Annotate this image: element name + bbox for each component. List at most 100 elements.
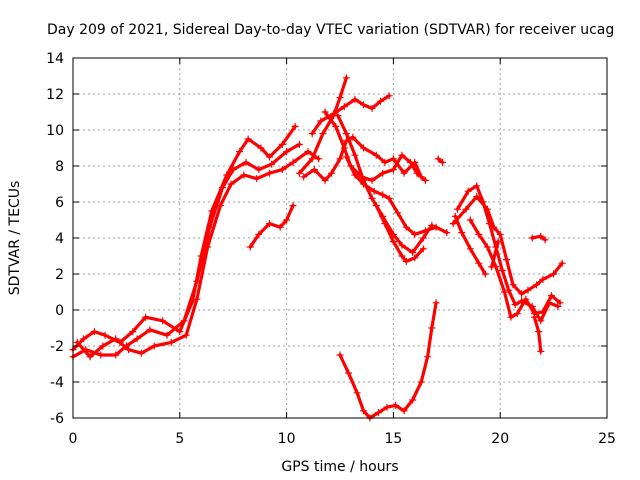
data-point [475,259,483,267]
y-tick-label: 12 [46,87,64,103]
data-point [359,101,368,109]
data-point [340,144,348,152]
data-point [473,193,481,201]
data-point [462,205,470,213]
data-point [308,130,316,138]
data-point [500,288,509,296]
data-point [522,295,530,303]
series-line [248,204,295,249]
series-track-4 [246,202,297,251]
data-point [402,223,410,231]
data-point [485,220,494,228]
data-point [300,173,308,181]
series-track-15 [453,182,562,325]
data-point [295,140,304,148]
data-point [451,212,459,220]
y-tick-label: 8 [55,159,64,175]
data-point [142,313,150,321]
data-point [159,317,167,325]
data-point [556,299,564,307]
data-point [421,176,430,184]
y-tick-label: -2 [50,339,64,355]
series-line [453,214,487,276]
data-point [524,286,532,294]
data-point [240,171,248,179]
data-point [381,220,389,228]
data-point [453,205,462,213]
data-point [321,176,329,184]
axis-ticks [72,57,608,419]
data-point [336,155,344,163]
data-point [537,232,545,240]
data-point [535,328,543,336]
data-point [372,202,380,210]
data-point [359,176,368,184]
data-point [206,223,214,231]
data-point [327,169,336,177]
data-point [391,401,400,409]
data-point [434,155,442,163]
series-line [490,240,500,269]
x-axis-label: GPS time / hours [281,459,398,475]
data-point [539,275,547,283]
data-point [310,166,318,174]
y-tick-label: 4 [55,231,64,247]
data-point [488,263,496,271]
data-point [295,169,304,177]
data-point [150,342,158,350]
series-line [451,195,564,296]
data-point [475,230,483,238]
data-point [409,396,417,404]
x-tick-label: 15 [384,431,402,447]
y-tick-labels: -6 -4 -2 0 2 4 6 8 10 12 14 [46,51,64,427]
y-tick-label: 10 [46,123,64,139]
data-point [112,351,120,359]
data-point [458,229,466,237]
data-point [398,151,406,159]
data-point [528,234,536,242]
data-point [419,245,427,253]
data-point [344,369,353,377]
series-track-13 [434,155,447,166]
data-point [291,122,299,130]
series-track-18 [528,232,549,244]
data-point [351,151,359,159]
data-point [86,353,94,361]
data-point [129,328,137,336]
data-point [283,148,291,156]
data-point [137,349,145,357]
data-point [349,133,357,141]
data-point [370,187,378,195]
data-point [265,153,274,161]
chart-title: Day 209 of 2021, Sidereal Day-to-day VTE… [47,22,614,38]
series-line [323,110,427,182]
data-point [372,151,380,159]
data-point [398,241,406,249]
data-point [289,202,297,210]
x-tick-label: 5 [175,431,184,447]
data-point [432,299,440,307]
data-point [133,335,141,343]
data-point [513,310,521,318]
series-track-12 [336,299,440,422]
data-point [413,169,421,177]
data-point [242,158,250,166]
y-tick-label: -6 [50,411,64,427]
x-tick-label: 10 [278,431,296,447]
data-point [411,230,419,238]
data-point [481,270,489,278]
data-point [289,158,297,166]
data-point [276,223,284,231]
data-point [257,144,265,152]
data-point [193,277,201,285]
data-point [541,236,549,244]
data-point [505,286,513,294]
x-tick-label: 0 [69,431,78,447]
data-point [359,144,368,152]
data-point [511,301,519,309]
x-tick-label: 25 [598,431,616,447]
data-point [244,135,252,143]
data-point [443,229,451,237]
data-point [340,103,348,111]
